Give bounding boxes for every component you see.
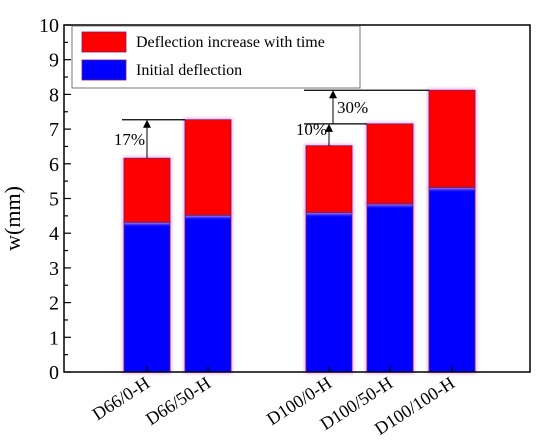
y-tick-label: 7 — [49, 119, 59, 141]
annotation-label: 30% — [337, 98, 368, 117]
bar-increase — [306, 145, 352, 213]
y-tick-label: 3 — [49, 258, 59, 280]
arrow-head — [329, 90, 337, 99]
annotations-layer: 17% 10% 30% — [114, 89, 429, 159]
annotation-label: 17% — [114, 130, 145, 149]
category-label: D66/50-H — [142, 373, 214, 430]
legend-label: Initial deflection — [136, 62, 242, 79]
bar-increase — [185, 119, 231, 216]
bar-initial — [367, 203, 413, 372]
bars-layer — [122, 88, 477, 374]
y-tick-label: 10 — [39, 15, 59, 37]
legend-label: Deflection increase with time — [136, 34, 325, 51]
bar-initial — [429, 187, 475, 372]
bar-increase — [367, 123, 413, 204]
bar-increase — [124, 158, 170, 223]
bar-increase — [429, 90, 475, 188]
legend-swatch — [81, 59, 127, 81]
arrow-head — [143, 119, 151, 128]
y-tick-label: 8 — [49, 84, 59, 106]
y-tick-label: 4 — [49, 223, 59, 245]
y-tick-label: 1 — [49, 327, 59, 349]
y-tick-label: 2 — [49, 293, 59, 315]
bar-initial — [185, 215, 231, 372]
legend-swatch — [81, 31, 127, 53]
annotation-label: 10% — [296, 120, 327, 139]
bar-initial — [306, 212, 352, 372]
y-tick-label: 9 — [49, 50, 59, 72]
y-tick-label: 5 — [49, 189, 59, 211]
y-tick-label: 6 — [49, 154, 59, 176]
bar-initial — [124, 222, 170, 372]
arrow-head — [325, 123, 333, 132]
category-label: D66/0-H — [89, 373, 154, 425]
y-axis-title: w(mm) — [0, 186, 25, 251]
legend: Deflection increase with time Initial def… — [71, 25, 361, 89]
y-tick-label: 0 — [49, 362, 59, 384]
